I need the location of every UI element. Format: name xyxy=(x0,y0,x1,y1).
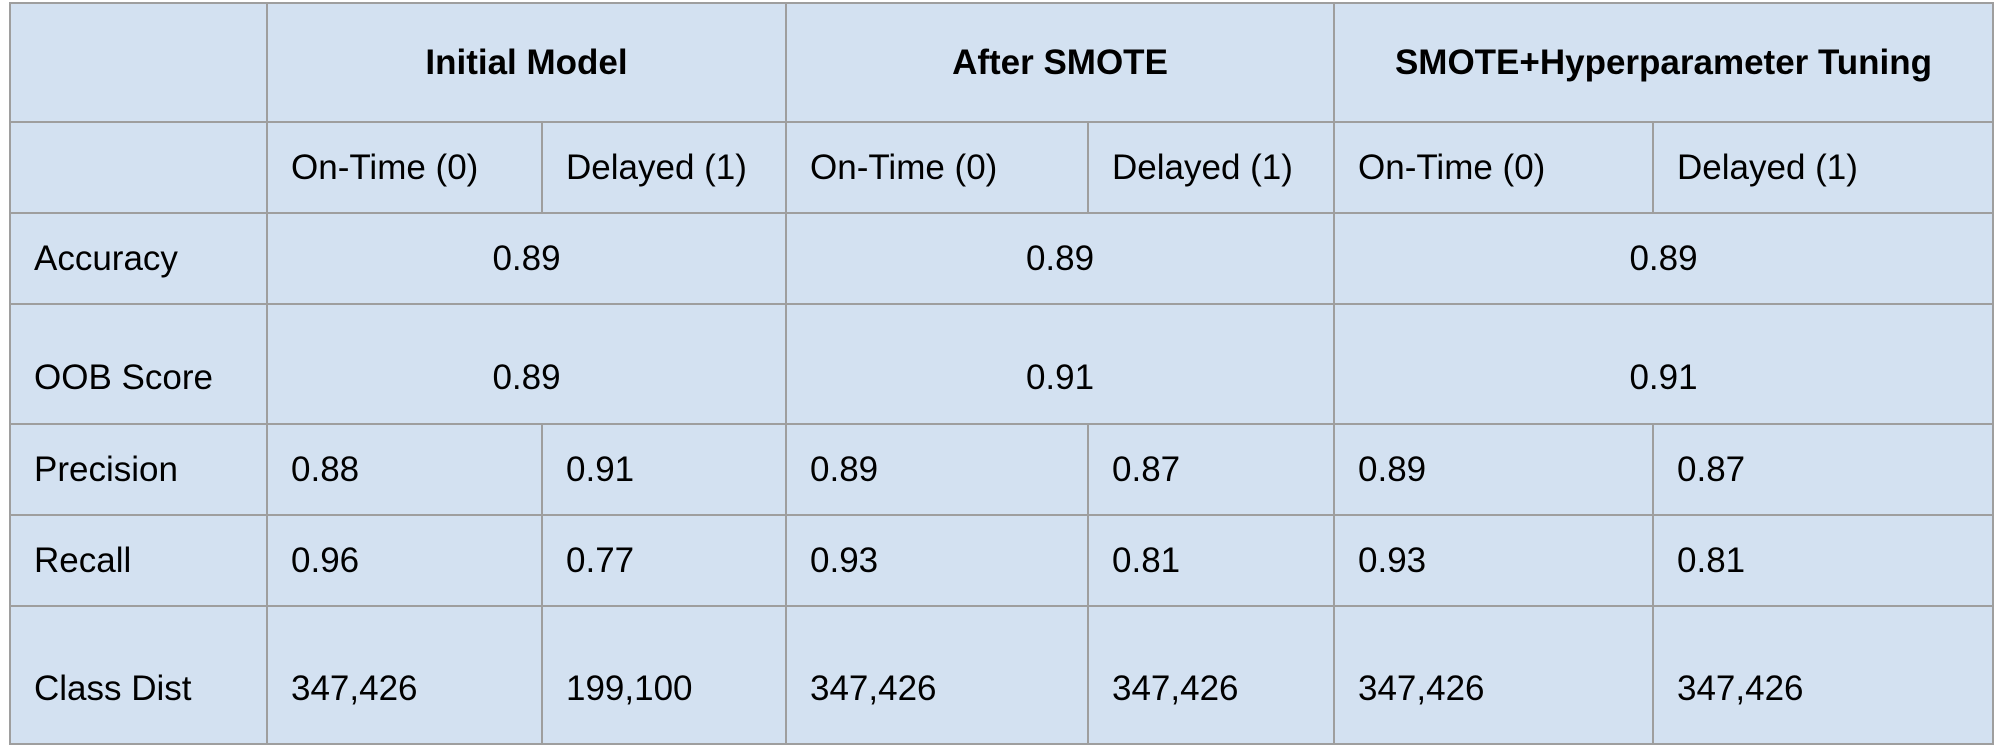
accuracy-value: 0.89 xyxy=(1333,212,1994,305)
oob-score-value: 0.91 xyxy=(785,303,1335,425)
class-dist-value: 347,426 xyxy=(1652,605,1994,745)
class-dist-value: 347,426 xyxy=(266,605,543,745)
oob-score-value: 0.91 xyxy=(1333,303,1994,425)
precision-value: 0.87 xyxy=(1652,423,1994,516)
recall-row: Recall 0.96 0.77 0.93 0.81 0.93 0.81 xyxy=(9,514,1994,607)
recall-value: 0.81 xyxy=(1652,514,1994,607)
group-header-smote-tuning: SMOTE+Hyperparameter Tuning xyxy=(1333,2,1994,123)
recall-value: 0.96 xyxy=(266,514,543,607)
row-label-oob-score: OOB Score xyxy=(9,303,268,425)
group-header-after-smote: After SMOTE xyxy=(785,2,1335,123)
subheader-cell: On-Time (0) xyxy=(1333,121,1654,214)
corner-cell xyxy=(9,2,268,123)
subheader-cell: Delayed (1) xyxy=(1087,121,1335,214)
recall-value: 0.81 xyxy=(1087,514,1335,607)
class-dist-value: 199,100 xyxy=(541,605,787,745)
row-label-class-dist: Class Dist xyxy=(9,605,268,745)
precision-value: 0.91 xyxy=(541,423,787,516)
group-header-initial-model: Initial Model xyxy=(266,2,787,123)
class-dist-value: 347,426 xyxy=(1087,605,1335,745)
recall-value: 0.93 xyxy=(1333,514,1654,607)
results-table: Initial Model After SMOTE SMOTE+Hyperpar… xyxy=(9,2,1994,745)
accuracy-row: Accuracy 0.89 0.89 0.89 xyxy=(9,212,1994,305)
subheader-cell: On-Time (0) xyxy=(785,121,1089,214)
group-header-row: Initial Model After SMOTE SMOTE+Hyperpar… xyxy=(9,2,1994,123)
subheader-corner-cell xyxy=(9,121,268,214)
subheader-cell: On-Time (0) xyxy=(266,121,543,214)
class-header-row: On-Time (0) Delayed (1) On-Time (0) Dela… xyxy=(9,121,1994,214)
accuracy-value: 0.89 xyxy=(266,212,787,305)
precision-value: 0.88 xyxy=(266,423,543,516)
subheader-cell: Delayed (1) xyxy=(541,121,787,214)
precision-value: 0.89 xyxy=(785,423,1089,516)
oob-score-value: 0.89 xyxy=(266,303,787,425)
subheader-cell: Delayed (1) xyxy=(1652,121,1994,214)
class-dist-value: 347,426 xyxy=(1333,605,1654,745)
recall-value: 0.77 xyxy=(541,514,787,607)
class-dist-value: 347,426 xyxy=(785,605,1089,745)
precision-value: 0.87 xyxy=(1087,423,1335,516)
row-label-recall: Recall xyxy=(9,514,268,607)
oob-score-row: OOB Score 0.89 0.91 0.91 xyxy=(9,303,1994,425)
class-dist-row: Class Dist 347,426 199,100 347,426 347,4… xyxy=(9,605,1994,745)
recall-value: 0.93 xyxy=(785,514,1089,607)
row-label-accuracy: Accuracy xyxy=(9,212,268,305)
precision-value: 0.89 xyxy=(1333,423,1654,516)
precision-row: Precision 0.88 0.91 0.89 0.87 0.89 0.87 xyxy=(9,423,1994,516)
row-label-precision: Precision xyxy=(9,423,268,516)
accuracy-value: 0.89 xyxy=(785,212,1335,305)
